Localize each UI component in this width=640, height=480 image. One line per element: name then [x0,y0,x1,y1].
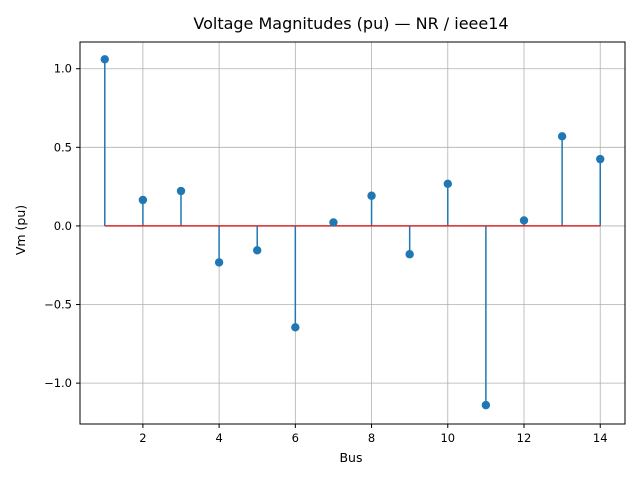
grid-lines [80,42,625,424]
stem-lines [104,59,601,406]
y-axis-ticks: −1.0 −0.5 0.0 0.5 1.0 [44,62,80,390]
y-tick-label: −1.0 [44,376,72,390]
plot-frame [79,41,626,425]
y-tick-label: −0.5 [44,298,72,312]
x-tick-label: 6 [292,431,299,445]
stem-marker [329,218,338,227]
stem-markers [100,55,605,410]
stem-marker [519,216,529,225]
stem-marker [557,132,567,141]
x-tick-label: 8 [368,431,375,445]
stem-marker [176,186,186,196]
chart-title: Voltage Magnitudes (pu) — NR / ieee14 [193,14,508,33]
x-tick-label: 10 [440,431,455,445]
x-axis-label: Bus [339,450,362,465]
stem-marker [596,154,605,164]
y-tick-label: 1.0 [54,62,72,76]
x-tick-label: 14 [593,431,608,445]
stem-marker [367,191,376,200]
stem-marker [253,246,262,255]
x-axis-ticks: 2 4 6 8 10 12 14 [139,424,608,445]
y-tick-label: 0.0 [54,219,72,233]
stem-marker [481,400,491,410]
stem-marker [291,323,300,332]
stem-marker [443,179,452,188]
x-tick-label: 4 [215,431,222,445]
y-axis-label: Vm (pu) [13,205,28,255]
stem-marker [100,55,109,64]
stem-marker [138,195,148,205]
stem-marker [405,250,414,259]
y-tick-label: 0.5 [54,140,72,154]
stem-marker [214,258,224,267]
x-tick-label: 12 [517,431,532,445]
x-tick-label: 2 [139,431,146,445]
